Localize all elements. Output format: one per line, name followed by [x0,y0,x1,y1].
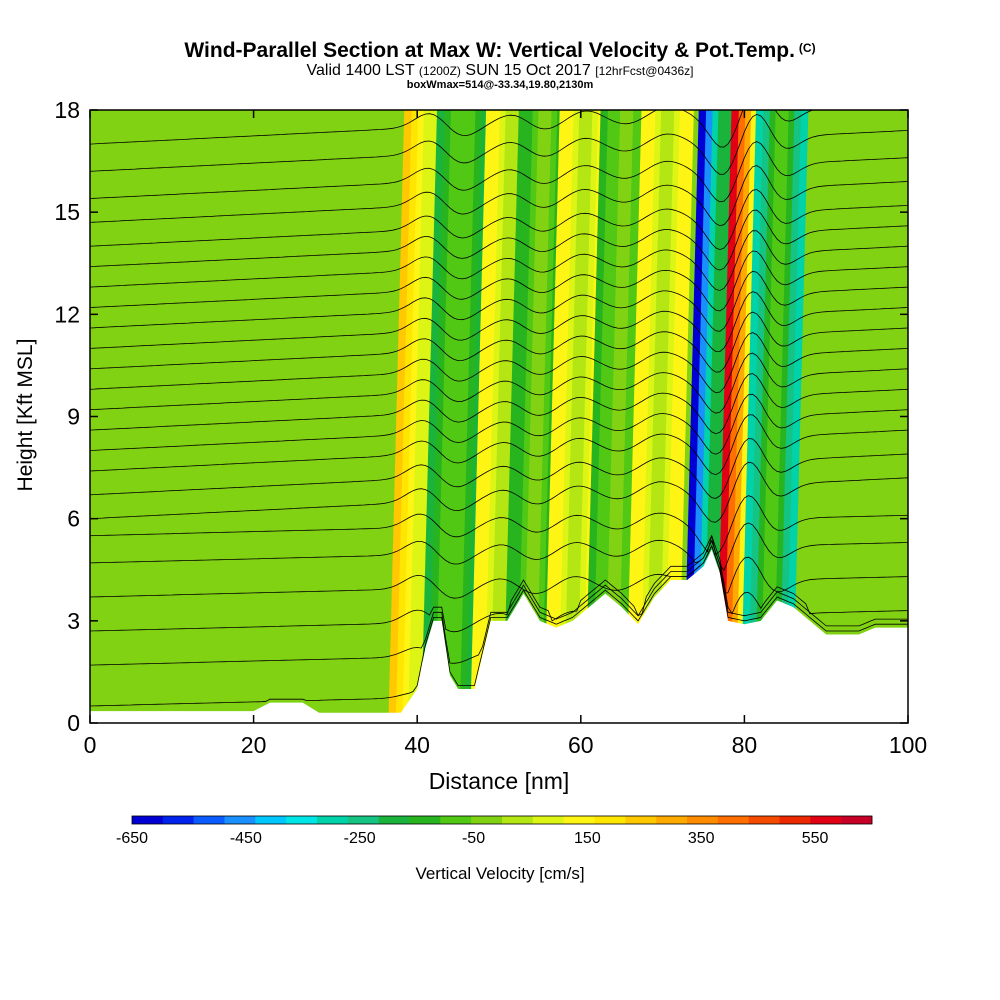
x-tick-label-100: 100 [889,732,927,758]
chart-subtitle: boxWmax=514@-33.34,19.80,2130m [406,79,594,91]
theta-contour-7 [90,438,908,499]
potential-temperature-contours [90,110,908,707]
colorbar-swatch-16 [625,816,657,824]
valid-prefix: Valid 1400 LST [306,62,415,79]
theta-contour-5 [90,495,908,556]
velocity-band-1-3 [440,110,470,723]
colorbar-swatch-13 [532,816,564,824]
colorbar-swatch-11 [471,816,503,824]
colorbar-tick-label--250: -250 [344,830,376,847]
y-axis-label: Height [Kft MSL] [14,338,37,492]
y-tick-label-12: 12 [54,301,80,327]
colorbar-swatch-10 [440,816,472,824]
colorbar-swatch-18 [687,816,719,824]
chart-title-block: Wind-Parallel Section at Max W: Vertical… [0,36,1000,91]
colorbar-tick-label--450: -450 [230,830,262,847]
colorbar-tick-label-150: 150 [574,830,601,847]
velocity-band-3-3 [522,110,552,723]
velocity-band-0-3 [408,110,437,723]
velocity-band-2-3 [489,110,519,723]
y-tick-label-15: 15 [54,199,80,225]
theta-contour-3 [90,544,908,599]
velocity-band-6-3 [645,110,675,723]
colorbar-swatch-3 [224,816,256,824]
colorbar-tick-label-550: 550 [802,830,829,847]
colorbar-swatch-2 [193,816,225,824]
theta-contour-8 [90,414,908,476]
colorbar-swatch-12 [502,816,534,824]
y-tick-label-0: 0 [67,710,80,736]
axes: 0 20 40 60 80 100 0 3 6 9 12 15 18 [54,97,927,758]
x-tick-label-80: 80 [732,732,758,758]
valid-time-line: Valid 1400 LST (1200Z) SUN 15 Oct 2017 [… [0,63,1000,79]
colorbar-swatch-8 [378,816,410,824]
y-tick-label-3: 3 [67,608,80,634]
colorbar-label: Vertical Velocity [cm/s] [415,864,585,883]
velocity-band-5-3 [604,110,634,723]
y-tick-label-18: 18 [54,97,80,123]
x-tick-label-20: 20 [241,732,267,758]
theta-contour-13 [90,311,908,373]
copyright-mark: (C) [798,41,816,55]
velocity-band-4-3 [563,110,593,723]
theta-contour-12 [90,332,908,394]
theta-contour-19 [90,189,908,251]
theta-contour-16 [90,250,908,312]
colorbar-swatch-0 [132,816,164,824]
colorbar-swatch-4 [255,816,287,824]
y-tick-label-9: 9 [67,404,80,430]
x-axis-label: Distance [nm] [428,768,570,794]
theta-contour-18 [90,209,908,271]
colorbar-swatch-20 [748,816,780,824]
theta-contour-17 [90,230,908,291]
theta-contour-1 [90,539,908,666]
theta-contour-6 [90,461,908,523]
colorbar-tick-label--50: -50 [462,830,485,847]
colorbar-swatch-22 [810,816,842,824]
colorbar-swatch-19 [717,816,749,824]
valid-date: SUN 15 Oct 2017 [465,62,591,79]
x-tick-label-60: 60 [568,732,594,758]
colorbar-swatch-17 [656,816,688,824]
colorbar-swatch-21 [779,816,811,824]
chart-title: Wind-Parallel Section at Max W: Vertical… [0,36,1000,63]
x-tick-label-40: 40 [404,732,430,758]
colorbar-swatch-15 [594,816,626,824]
theta-contour-21 [90,141,908,203]
colorbar-swatch-9 [409,816,441,824]
theta-contour-23 [90,110,815,148]
colorbar-tick-label-350: 350 [688,830,715,847]
colorbar-swatch-14 [563,816,595,824]
terrain-mask [90,549,908,723]
colorbar-swatch-23 [841,816,873,824]
chart-title-text: Wind-Parallel Section at Max W: Vertical… [184,39,795,62]
valid-utc: (1200Z) [418,64,461,78]
y-tick-label-6: 6 [67,506,80,532]
theta-contour-2 [90,534,908,633]
theta-contour-15 [90,270,908,332]
theta-contour-4 [90,522,908,572]
theta-contour-14 [90,291,908,353]
colorbar-swatch-6 [317,816,349,824]
theta-contour-0 [90,544,908,707]
theta-contour-11 [90,352,908,414]
plot-area [90,110,908,723]
theta-contour-10 [90,373,908,435]
colorbar-tick-label--650: -650 [116,830,148,847]
theta-contour-9 [90,393,908,455]
colorbar-swatch-1 [162,816,194,824]
colorbar: -650 -450 -250 -50 150 350 550 [116,815,873,847]
colorbar-swatch-5 [286,816,318,824]
forecast-info: [12hrFcst@0436z] [595,64,694,78]
colorbar-swatch-7 [347,816,379,824]
velocity-field [388,110,809,723]
x-tick-label-0: 0 [84,732,97,758]
colorbar-frame [131,815,873,825]
theta-contour-22 [90,113,908,175]
theta-contour-20 [90,165,908,227]
